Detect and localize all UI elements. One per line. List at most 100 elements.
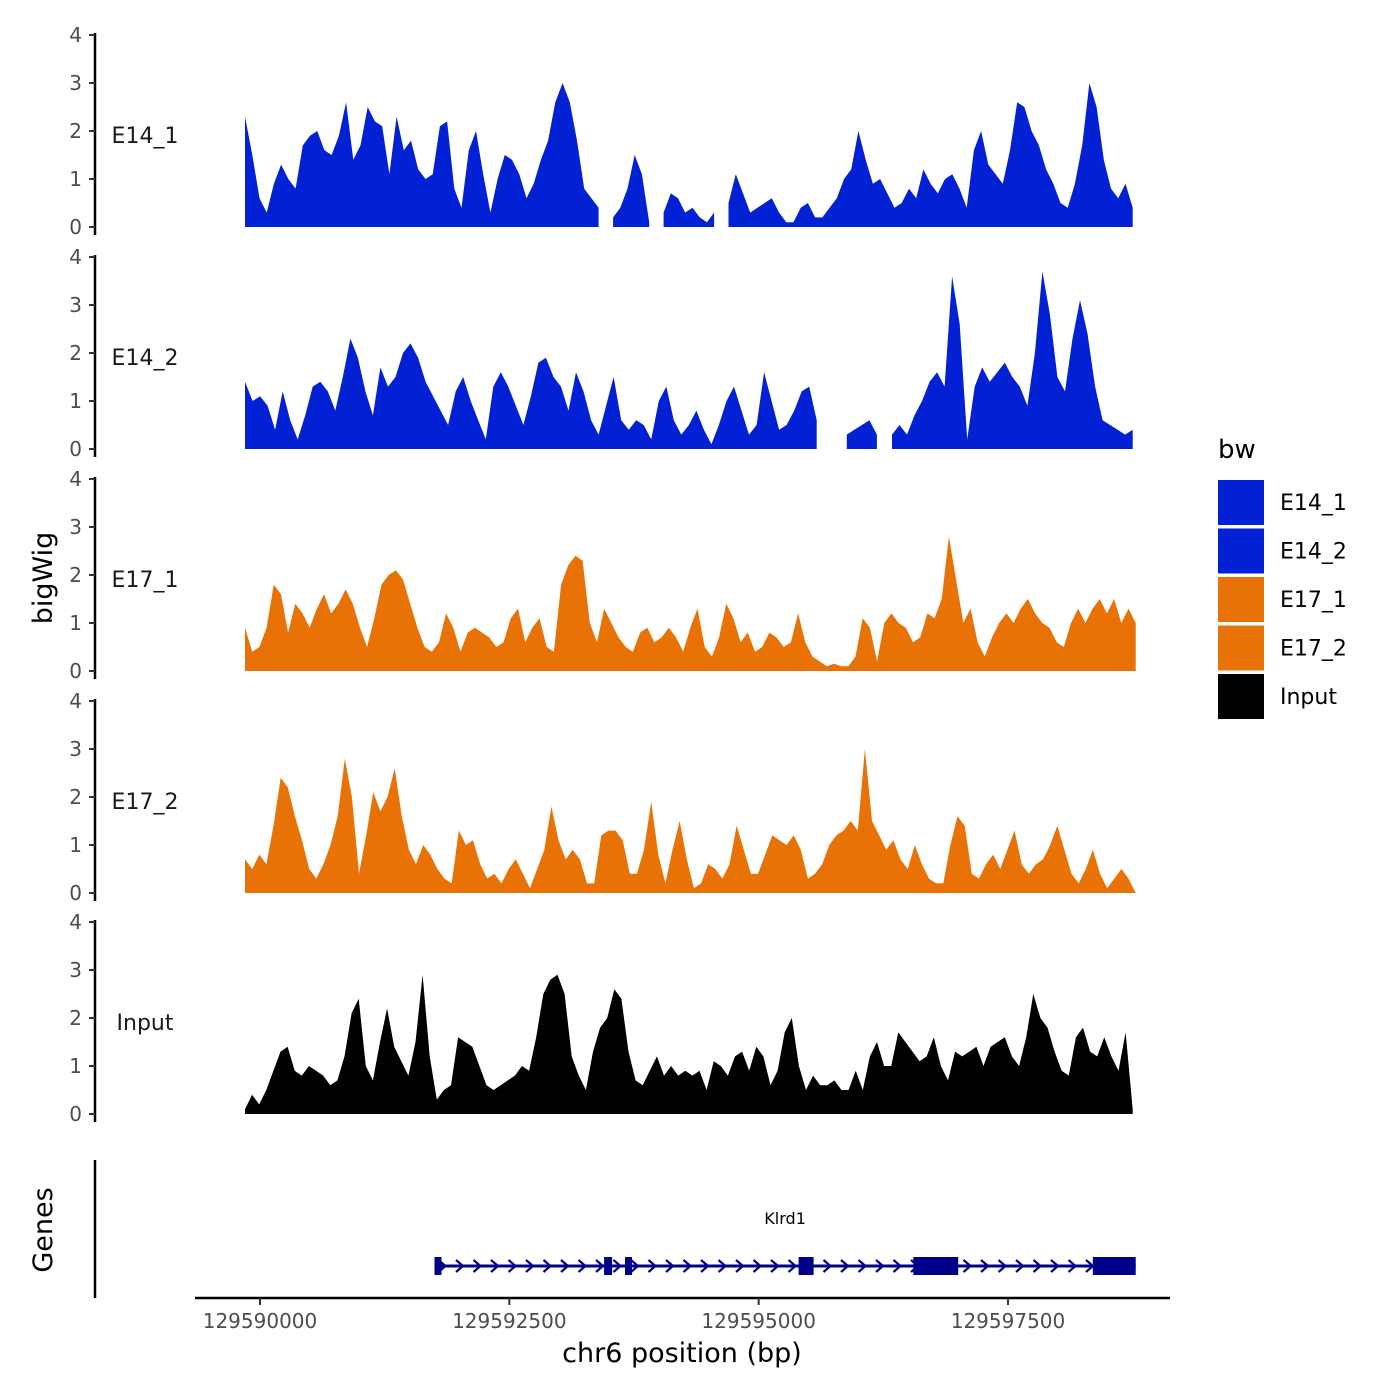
- strand-arrow-icon: [1015, 1259, 1025, 1273]
- track-label: Input: [117, 1011, 174, 1036]
- y-tick-label: 0: [69, 881, 82, 905]
- legend-label: E17_1: [1280, 588, 1347, 613]
- gene-exon: [625, 1257, 632, 1275]
- strand-arrow-icon: [997, 1259, 1008, 1273]
- y-tick-label: 3: [69, 737, 82, 761]
- coverage-area: [892, 271, 1133, 449]
- x-axis-title: chr6 position (bp): [562, 1338, 802, 1369]
- y-tick-label: 1: [69, 611, 82, 635]
- coverage-area: [728, 83, 1133, 227]
- legend-swatch: [1218, 577, 1264, 622]
- coverage-area: [245, 974, 1133, 1114]
- y-tick-label: 2: [69, 1006, 82, 1030]
- y-tick-label: 4: [69, 910, 82, 934]
- y-tick-label: 4: [69, 23, 82, 47]
- strand-arrow-icon: [647, 1259, 658, 1273]
- y-tick-label: 4: [69, 245, 82, 269]
- gene-label: Klrd1: [764, 1209, 806, 1228]
- y-axis-title: bigWig: [28, 532, 59, 625]
- y-tick-label: 2: [69, 563, 82, 587]
- strand-arrow-icon: [875, 1259, 885, 1273]
- strand-arrow-icon: [752, 1259, 763, 1273]
- track-input: 0 1 2 3 4 Input: [69, 910, 1133, 1126]
- y-tick-label: 4: [69, 689, 82, 713]
- y-tick-label: 3: [69, 71, 82, 95]
- legend-swatch: [1218, 480, 1264, 525]
- genes-axis-title: Genes: [28, 1187, 59, 1272]
- gene-exon: [604, 1257, 613, 1275]
- legend-item: E14_2: [1218, 528, 1347, 574]
- strand-arrow-icon: [840, 1259, 850, 1273]
- y-tick-label: 3: [69, 293, 82, 317]
- y-tick-label: 0: [69, 1102, 82, 1126]
- x-tick-label: 129595000: [701, 1309, 816, 1333]
- y-tick-label: 4: [69, 467, 82, 491]
- track-e14-1: 0 1 2 3 4 E14_1: [69, 23, 1133, 239]
- coverage-area: [245, 338, 817, 449]
- coverage-area: [245, 536, 1136, 671]
- coverage-area: [663, 193, 715, 227]
- y-tick-label: 2: [69, 341, 82, 365]
- track-e14-2: 0 1 2 3 4 E14_2: [69, 245, 1133, 461]
- strand-arrow-icon: [1050, 1259, 1060, 1273]
- legend-title: bw: [1218, 435, 1256, 465]
- strand-arrow-icon: [892, 1259, 903, 1273]
- legend-item: Input: [1218, 674, 1337, 719]
- track-e17-1: 0 1 2 3 4 E17_1: [69, 467, 1136, 683]
- y-tick-label: 0: [69, 659, 82, 683]
- strand-arrow-icon: [770, 1259, 780, 1273]
- strand-arrow-icon: [822, 1259, 833, 1273]
- y-tick-label: 0: [69, 437, 82, 461]
- y-tick-label: 3: [69, 515, 82, 539]
- strand-arrow-icon: [490, 1259, 500, 1273]
- legend-item: E17_1: [1218, 577, 1347, 622]
- legend-item: E17_2: [1218, 625, 1347, 671]
- legend-label: E14_1: [1280, 491, 1347, 516]
- legend-label: E14_2: [1280, 540, 1347, 565]
- y-tick-label: 1: [69, 1054, 82, 1078]
- x-tick-label: 129597500: [951, 1309, 1066, 1333]
- strand-arrow-icon: [857, 1259, 868, 1273]
- strand-arrow-icon: [455, 1259, 465, 1273]
- y-tick-label: 2: [69, 785, 82, 809]
- coverage-area: [245, 749, 1136, 893]
- y-tick-label: 3: [69, 958, 82, 982]
- strand-arrow-icon: [560, 1259, 570, 1273]
- strand-arrow-icon: [577, 1259, 588, 1273]
- track-label: E14_1: [112, 124, 179, 149]
- gene-exon: [1092, 1257, 1136, 1275]
- strand-arrow-icon: [507, 1259, 518, 1273]
- strand-arrow-icon: [1067, 1259, 1078, 1273]
- strand-arrow-icon: [612, 1259, 623, 1273]
- x-tick-label: 129590000: [203, 1309, 318, 1333]
- legend-swatch: [1218, 674, 1264, 719]
- coverage-area: [846, 420, 877, 449]
- coverage-area: [613, 155, 650, 227]
- y-tick-label: 1: [69, 167, 82, 191]
- strand-arrow-icon: [595, 1259, 605, 1273]
- strand-arrow-icon: [735, 1259, 745, 1273]
- strand-arrow-icon: [700, 1259, 710, 1273]
- legend-swatch: [1218, 625, 1264, 671]
- track-label: E17_2: [112, 790, 179, 815]
- legend-swatch: [1218, 528, 1264, 574]
- y-tick-label: 1: [69, 389, 82, 413]
- strand-arrow-icon: [525, 1259, 535, 1273]
- strand-arrow-icon: [630, 1259, 640, 1273]
- track-label: E17_1: [112, 568, 179, 593]
- strand-arrow-icon: [717, 1259, 728, 1273]
- track-label: E14_2: [112, 346, 179, 371]
- gene-exon: [434, 1257, 442, 1275]
- legend-item: E14_1: [1218, 480, 1347, 525]
- strand-arrow-icon: [472, 1259, 483, 1273]
- track-e17-2: 0 1 2 3 4 E17_2: [69, 689, 1136, 905]
- strand-arrow-icon: [962, 1259, 973, 1273]
- gene-exon: [913, 1257, 959, 1275]
- strand-arrow-icon: [682, 1259, 693, 1273]
- gene-exon: [798, 1257, 814, 1275]
- strand-arrow-icon: [1032, 1259, 1043, 1273]
- x-tick-label: 129592500: [452, 1309, 567, 1333]
- genes-panel: Klrd1: [93, 1160, 1136, 1298]
- legend-label: E17_2: [1280, 637, 1347, 662]
